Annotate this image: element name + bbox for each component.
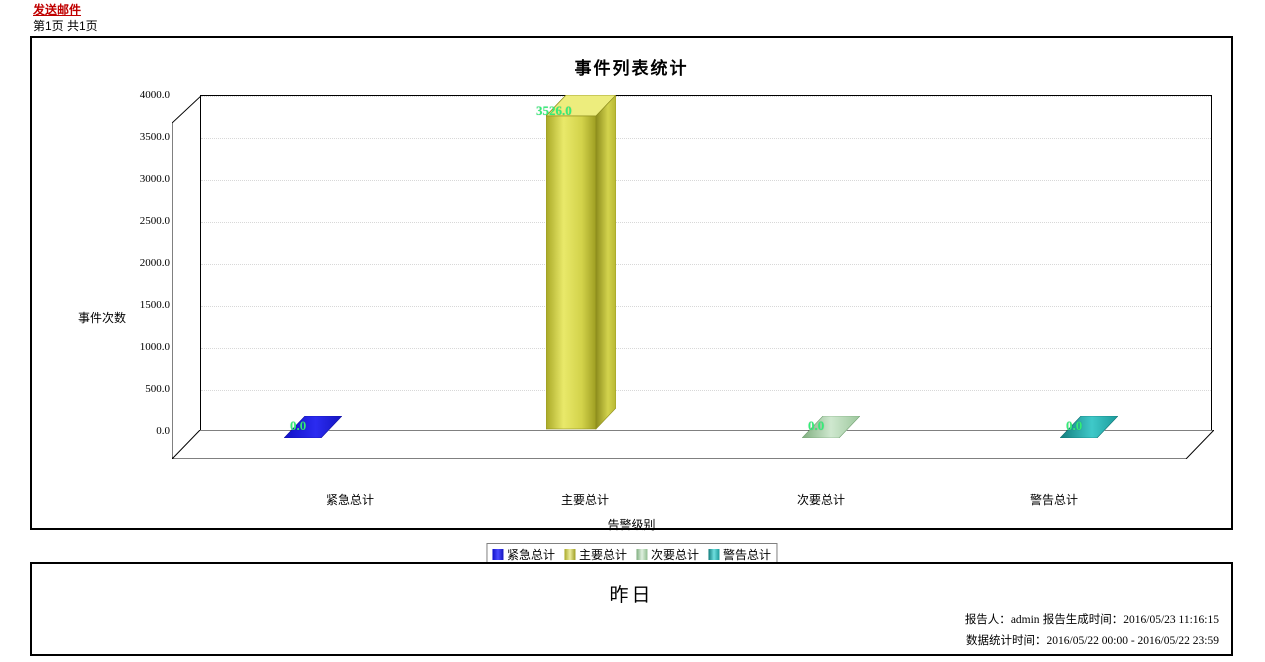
reporter-label: 报告人：: [964, 614, 1011, 626]
bar-2-value: 0.0: [808, 418, 825, 433]
chart-back-wall: [200, 95, 1212, 431]
y-tick-label: 500.0: [145, 383, 170, 395]
send-mail-link[interactable]: 发送邮件: [33, 3, 82, 17]
range-value: 2016/05/22 00:00 - 2016/05/22 23:59: [1046, 635, 1220, 647]
y-tick-label: 3500.0: [139, 131, 170, 143]
generated-value: 2016/05/23 11:16:15: [1123, 614, 1219, 626]
chart-legend: 紧急总计 主要总计 次要总计 警告总计: [485, 543, 778, 566]
y-tick-label: 3000.0: [139, 173, 170, 185]
bar-2-shape: [802, 416, 860, 438]
y-tick-label: 1500.0: [139, 299, 170, 311]
legend-item-0[interactable]: 紧急总计: [491, 546, 555, 563]
y-axis-title: 事件次数: [78, 311, 127, 325]
x-category-label-1: 主要总计: [560, 493, 610, 507]
chart-title: 事件列表统计: [574, 59, 689, 78]
y-tick-label: 4000.0: [139, 89, 170, 101]
metadata-line-range: 数据统计时间：2016/05/22 00:00 - 2016/05/22 23:…: [965, 631, 1219, 652]
range-label: 数据统计时间：: [966, 635, 1047, 647]
plot-area: 0.0: [172, 94, 1214, 459]
legend-item-2[interactable]: 次要总计: [636, 546, 699, 563]
bar-1[interactable]: 3526.0: [536, 94, 617, 435]
footer-heading: 昨日: [609, 585, 654, 606]
y-tick-label: 2500.0: [139, 215, 170, 227]
x-category-label-2: 次要总计: [796, 493, 846, 507]
bar-3-shape: [1060, 416, 1118, 438]
bar-1-shape: [545, 94, 617, 430]
x-category-label-3: 警告总计: [1029, 493, 1079, 507]
legend-label-0: 紧急总计: [506, 548, 555, 562]
x-category-label-0: 紧急总计: [325, 493, 375, 507]
y-tick-label: 1000.0: [139, 341, 170, 353]
legend-item-1[interactable]: 主要总计: [563, 546, 627, 563]
page-indicator: 第1页 共1页: [33, 19, 98, 33]
bar-1-value: 3526.0: [536, 103, 572, 118]
generated-label: 报告生成时间：: [1042, 614, 1124, 626]
y-axis-tick-labels: 4000.0 3500.0 3000.0 2500.0 2000.0 1500.…: [92, 89, 170, 437]
y-tick-label: 0.0: [156, 425, 170, 437]
bar-0-value: 0.0: [290, 418, 307, 433]
legend-swatch-icon: [708, 549, 720, 560]
legend-label-1: 主要总计: [578, 548, 627, 562]
footer-panel: 昨日 报告人：admin 报告生成时间：2016/05/23 11:16:15 …: [30, 562, 1233, 656]
chart-left-wall: [172, 95, 202, 459]
y-tick-label: 2000.0: [139, 257, 170, 269]
legend-label-2: 次要总计: [651, 548, 700, 562]
legend-item-3[interactable]: 警告总计: [708, 546, 771, 563]
chart-panel: 事件列表统计 事件次数 4000.0 3500.0 3000.0 2500.0 …: [30, 36, 1233, 566]
legend-swatch-icon: [636, 549, 647, 560]
report-metadata: 报告人：admin 报告生成时间：2016/05/23 11:16:15 数据统…: [965, 610, 1219, 652]
report-header-bar: 发送邮件 第1页 共1页: [0, 0, 1265, 33]
legend-swatch-icon: [491, 549, 503, 560]
metadata-line-reporter: 报告人：admin 报告生成时间：2016/05/23 11:16:15: [965, 610, 1219, 631]
legend-label-3: 警告总计: [723, 548, 772, 562]
x-axis-title: 告警级别: [607, 518, 656, 532]
bar-3-value: 0.0: [1066, 418, 1083, 433]
reporter-value: admin: [1010, 614, 1040, 626]
chart-floor: [172, 430, 1214, 459]
bar-0-shape: [284, 416, 342, 438]
legend-swatch-icon: [563, 549, 575, 560]
